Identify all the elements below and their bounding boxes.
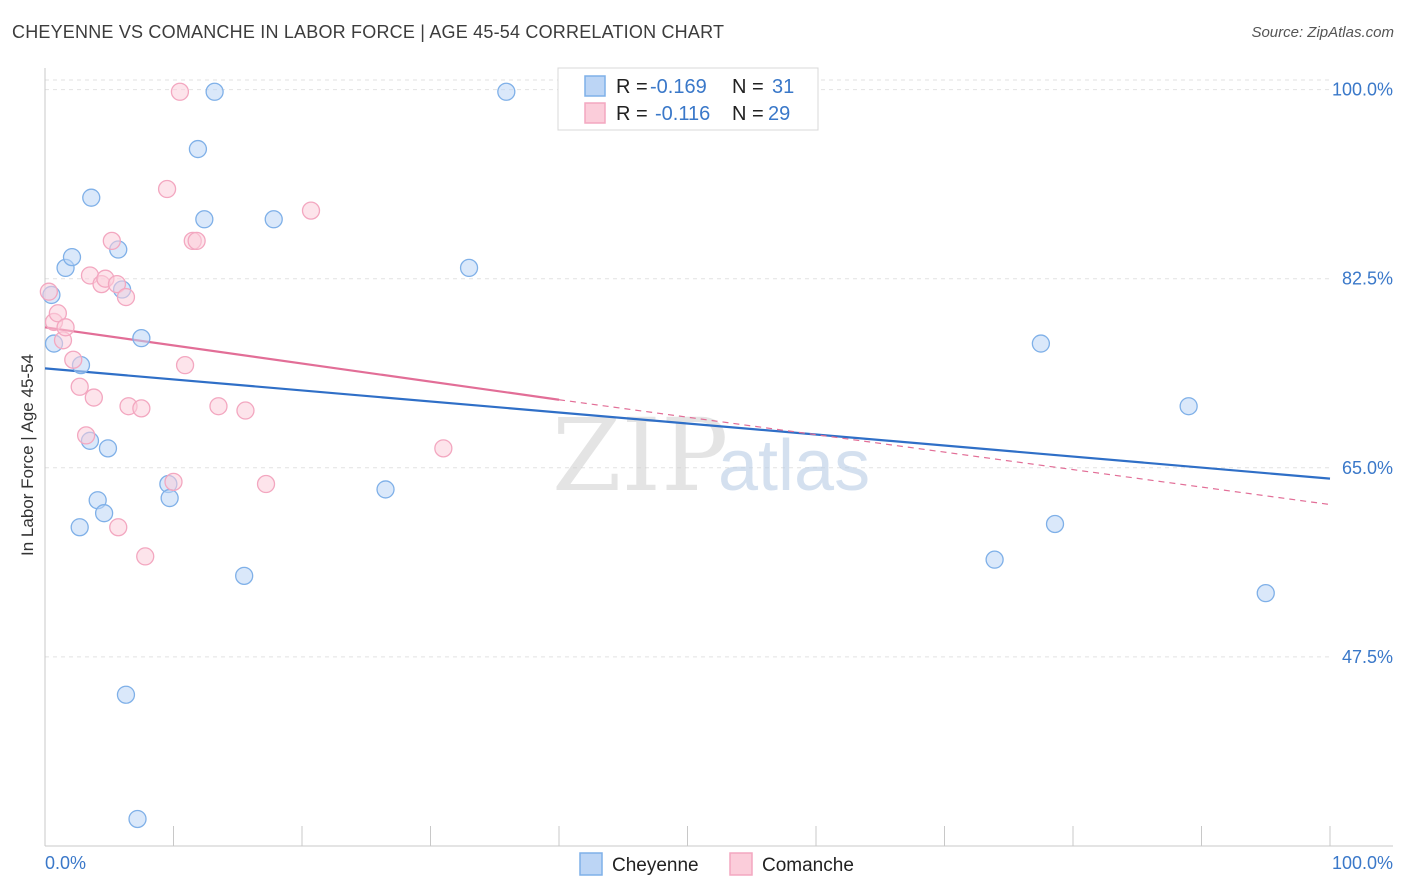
cheyenne-point xyxy=(459,258,479,278)
cheyenne-point xyxy=(195,210,214,229)
cheyenne-point xyxy=(497,82,516,101)
trend-line-cheyenne xyxy=(44,367,1331,480)
y-tick-label: 100.0% xyxy=(1332,80,1393,100)
comanche-point xyxy=(170,82,190,101)
cheyenne-point xyxy=(188,139,208,159)
comanche-point xyxy=(434,439,453,458)
cheyenne-point xyxy=(1045,514,1065,534)
bottom-legend-label-cheyenne: Cheyenne xyxy=(612,855,699,876)
legend-swatch-comanche xyxy=(584,102,606,124)
cheyenne-point xyxy=(376,480,395,499)
axes xyxy=(44,68,1393,847)
chart-title: CHEYENNE VS COMANCHE IN LABOR FORCE | AG… xyxy=(12,22,725,42)
comanche-point xyxy=(164,472,183,492)
comanche-point xyxy=(175,356,195,375)
cheyenne-point xyxy=(235,566,254,586)
legend-n-label: N = xyxy=(732,76,764,98)
bottom-legend-label-comanche: Comanche xyxy=(762,855,854,876)
x-tick-labels: 0.0% 100.0% xyxy=(45,853,1393,873)
comanche-point xyxy=(84,388,103,407)
comanche-point xyxy=(64,350,83,369)
cheyenne-point xyxy=(98,439,118,458)
y-tick-label: 65.0% xyxy=(1342,458,1393,478)
bottom-legend: Cheyenne Comanche xyxy=(579,852,854,876)
cheyenne-point xyxy=(70,518,89,537)
watermark: ZIP atlas xyxy=(552,397,870,514)
comanche-point xyxy=(70,377,89,396)
comanche-point xyxy=(39,282,59,301)
comanche-point xyxy=(132,399,151,418)
cheyenne-point xyxy=(62,247,82,267)
comanche-point xyxy=(56,318,75,337)
cheyenne-point xyxy=(132,328,151,348)
data-points xyxy=(39,82,1275,829)
comanche-point xyxy=(187,231,206,251)
comanche-point xyxy=(107,274,127,294)
legend-n-value: 29 xyxy=(768,103,790,125)
y-tick-label: 82.5% xyxy=(1342,269,1393,289)
trend-line-comanche-extension xyxy=(558,399,1331,506)
cheyenne-point xyxy=(1179,397,1198,416)
legend-n-label: N = xyxy=(732,103,764,125)
cheyenne-point xyxy=(985,550,1004,569)
legend-r-label: R = xyxy=(616,76,648,98)
comanche-point xyxy=(209,397,228,416)
x-tick-label-min: 0.0% xyxy=(45,853,86,873)
y-tick-labels: 47.5% 65.0% 82.5% 100.0% xyxy=(1332,80,1393,667)
legend-n-value: 31 xyxy=(772,76,794,98)
y-axis-label: In Labor Force | Age 45-54 xyxy=(18,354,37,556)
trend-lines xyxy=(44,326,1331,506)
legend-swatch-cheyenne xyxy=(584,75,606,97)
comanche-point xyxy=(116,287,136,307)
comanche-point xyxy=(301,201,321,220)
cheyenne-point xyxy=(94,504,114,523)
watermark-zip: ZIP xyxy=(552,397,728,514)
comanche-point xyxy=(236,401,255,420)
x-tick-label-max: 100.0% xyxy=(1332,853,1393,873)
y-tick-label: 47.5% xyxy=(1342,647,1393,667)
cheyenne-point xyxy=(205,82,224,101)
bottom-legend-swatch-cheyenne xyxy=(579,852,603,876)
cheyenne-point xyxy=(82,188,101,207)
trend-line-comanche xyxy=(44,326,560,401)
legend-r-value: -0.116 xyxy=(655,103,710,125)
comanche-point xyxy=(102,231,121,251)
bottom-legend-swatch-comanche xyxy=(729,852,753,876)
comanche-point xyxy=(109,518,128,537)
cheyenne-point xyxy=(128,809,147,829)
legend-r-value: -0.169 xyxy=(650,76,707,98)
cheyenne-point xyxy=(1256,584,1275,603)
legend-r-label: R = xyxy=(616,103,648,125)
comanche-point xyxy=(256,474,276,494)
comanche-point xyxy=(76,426,96,445)
legend-box: R = -0.169 N = 31 R = -0.116 N = 29 xyxy=(557,67,819,131)
cheyenne-point xyxy=(1031,334,1051,353)
watermark-atlas: atlas xyxy=(718,426,870,506)
source-credit: Source: ZipAtlas.com xyxy=(1251,24,1394,41)
cheyenne-point xyxy=(116,685,136,704)
comanche-point xyxy=(48,304,67,323)
comanche-point xyxy=(157,179,177,199)
comanche-point xyxy=(136,547,155,566)
cheyenne-point xyxy=(160,488,179,508)
cheyenne-point xyxy=(264,210,283,229)
